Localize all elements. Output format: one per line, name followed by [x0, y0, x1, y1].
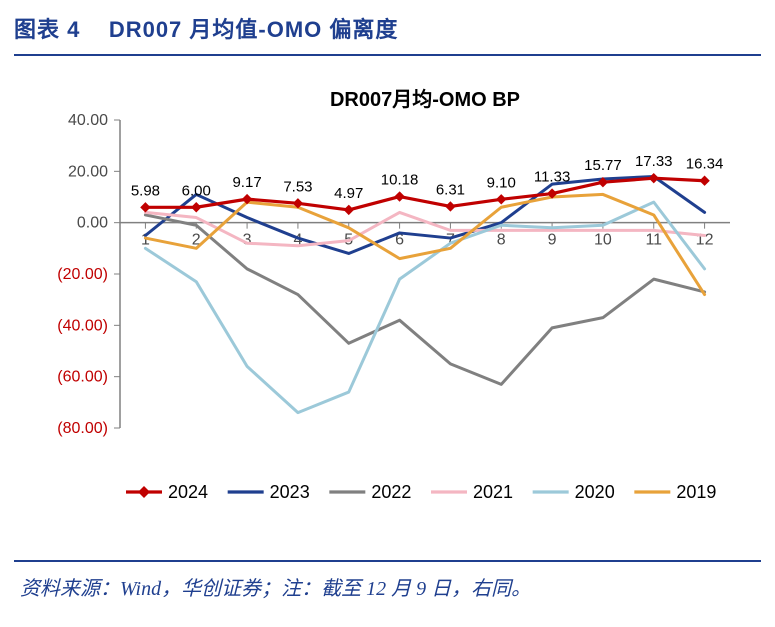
- svg-text:6.31: 6.31: [436, 181, 465, 198]
- svg-text:7.53: 7.53: [283, 178, 312, 195]
- svg-text:0.00: 0.00: [77, 215, 108, 232]
- chart-area: (80.00) (60.00) (40.00) (20.00) 0.00 20.00 40.…: [30, 80, 745, 520]
- svg-text:5.98: 5.98: [131, 182, 160, 199]
- svg-text:2024: 2024: [168, 482, 208, 502]
- svg-text:2021: 2021: [473, 482, 513, 502]
- svg-text:9.10: 9.10: [487, 174, 516, 191]
- svg-text:8: 8: [497, 232, 506, 249]
- svg-text:17.33: 17.33: [635, 153, 673, 170]
- figure-header: 图表 4 DR007 月均值-OMO 偏离度: [0, 0, 775, 50]
- svg-text:11: 11: [645, 232, 662, 249]
- svg-text:(60.00): (60.00): [57, 369, 108, 386]
- svg-text:2019: 2019: [676, 482, 716, 502]
- svg-text:6.00: 6.00: [182, 182, 211, 199]
- svg-text:(80.00): (80.00): [57, 420, 108, 437]
- svg-text:10.18: 10.18: [381, 172, 419, 189]
- svg-text:16.34: 16.34: [686, 156, 724, 173]
- svg-text:2023: 2023: [270, 482, 310, 502]
- svg-text:9.17: 9.17: [232, 174, 261, 191]
- figure-number: 图表 4: [14, 17, 80, 42]
- svg-text:10: 10: [594, 232, 612, 249]
- header-rule: [14, 54, 761, 56]
- svg-text:15.77: 15.77: [584, 157, 622, 174]
- source-text: 资料来源：Wind，华创证券；注：截至 12 月 9 日，右同。: [20, 572, 531, 601]
- source-rule: [14, 560, 761, 562]
- chart-svg: (80.00) (60.00) (40.00) (20.00) 0.00 20.00 40.…: [30, 80, 745, 520]
- svg-text:40.00: 40.00: [68, 112, 108, 129]
- figure-title: DR007 月均值-OMO 偏离度: [109, 17, 399, 42]
- svg-text:DR007月均-OMO BP: DR007月均-OMO BP: [330, 87, 520, 111]
- svg-text:20.00: 20.00: [68, 163, 108, 180]
- svg-text:4.97: 4.97: [334, 185, 363, 202]
- svg-text:(20.00): (20.00): [57, 266, 108, 283]
- figure-container: 图表 4 DR007 月均值-OMO 偏离度 (80.00) (60.00) (40…: [0, 0, 775, 627]
- svg-text:9: 9: [548, 232, 557, 249]
- svg-text:11.33: 11.33: [534, 169, 570, 186]
- svg-text:(40.00): (40.00): [57, 317, 108, 334]
- svg-text:2020: 2020: [575, 482, 615, 502]
- svg-text:2022: 2022: [371, 482, 411, 502]
